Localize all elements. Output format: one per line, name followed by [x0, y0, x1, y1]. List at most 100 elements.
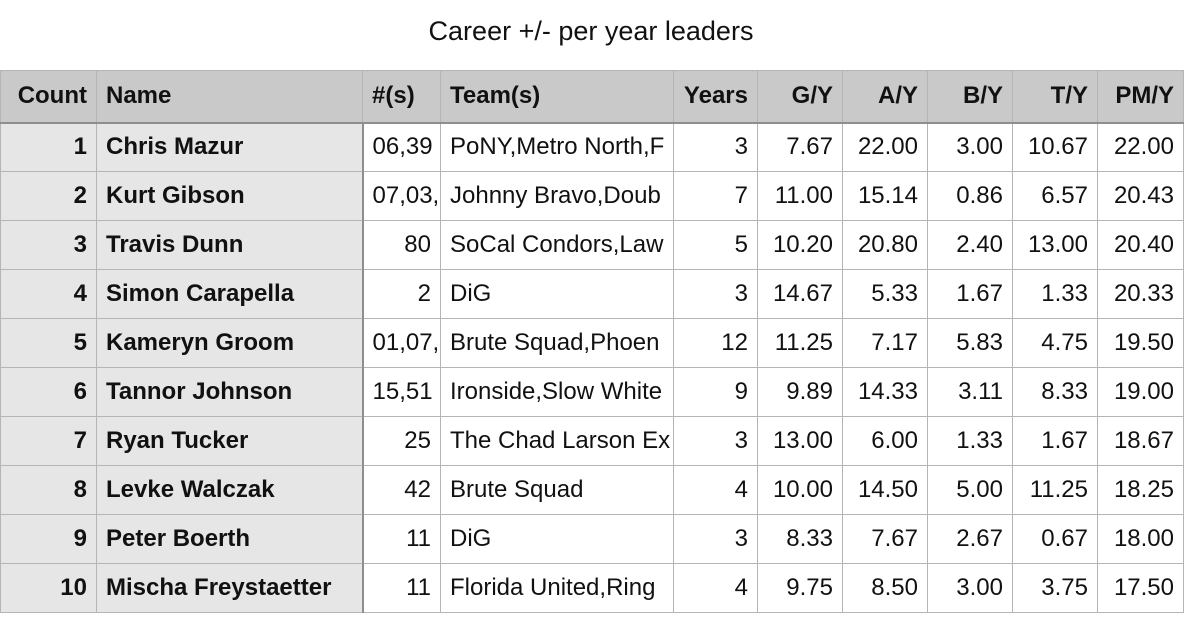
table-cell: 5.83	[927, 318, 1013, 368]
table-cell: 9.75	[757, 563, 843, 613]
table-cell: 22.00	[842, 122, 928, 172]
table-cell: 0.86	[927, 171, 1013, 221]
table-cell: 9.89	[757, 367, 843, 417]
table-cell: 07,03,	[362, 171, 441, 221]
table-cell: 17.50	[1097, 563, 1184, 613]
table-cell: Kurt Gibson	[96, 171, 364, 221]
table-cell: 19.50	[1097, 318, 1184, 368]
table-cell: 2.40	[927, 220, 1013, 270]
table-cell: 7	[673, 171, 758, 221]
table-cell: Brute Squad,Phoen	[440, 318, 674, 368]
table-cell: 10.67	[1012, 122, 1098, 172]
table-row: 1 Chris Mazur 06,39 PoNY,Metro North,F 3 7.67…	[0, 122, 1184, 172]
table-cell: 15.14	[842, 171, 928, 221]
table-cell: 3.00	[927, 563, 1013, 613]
table-cell: 20.80	[842, 220, 928, 270]
table-cell: 15,51	[362, 367, 441, 417]
table-cell: SoCal Condors,Law	[440, 220, 674, 270]
table-cell: 42	[362, 465, 441, 515]
table-cell: Ryan Tucker	[96, 416, 364, 466]
table-cell: Levke Walczak	[96, 465, 364, 515]
table-cell: 7.17	[842, 318, 928, 368]
table-cell: 4	[673, 563, 758, 613]
header-row: Count Name #(s) Team(s) Years G/Y A/Y B/Y T/Y PM/…	[0, 70, 1184, 124]
table-cell: 22.00	[1097, 122, 1184, 172]
table-row: 5 Kameryn Groom 01,07, Brute Squad,Phoen 12 1…	[0, 318, 1184, 368]
table-cell: 3	[673, 416, 758, 466]
table-cell: 13.00	[1012, 220, 1098, 270]
table-cell: 7.67	[757, 122, 843, 172]
table-cell: DiG	[440, 269, 674, 319]
table-cell: DiG	[440, 514, 674, 564]
table-cell: 1.67	[927, 269, 1013, 319]
column-header: A/Y	[842, 70, 928, 124]
table-cell: 2	[0, 171, 97, 221]
table-row: 9 Peter Boerth 11 DiG 3 8.33 7.67 2.67 0.67 18.00	[0, 514, 1184, 564]
table-row: 4 Simon Carapella 2 DiG 3 14.67 5.33 1.67 1.33 20…	[0, 269, 1184, 319]
table-row: 7 Ryan Tucker 25 The Chad Larson Ex 3 13.00 6.…	[0, 416, 1184, 466]
table-row: 8 Levke Walczak 42 Brute Squad 4 10.00 14.50 5.…	[0, 465, 1184, 515]
table-cell: 3.00	[927, 122, 1013, 172]
table-cell: 3	[673, 269, 758, 319]
table-cell: 8.33	[757, 514, 843, 564]
table-cell: 14.67	[757, 269, 843, 319]
table-cell: 5.00	[927, 465, 1013, 515]
table-cell: Johnny Bravo,Doub	[440, 171, 674, 221]
table-cell: 12	[673, 318, 758, 368]
table-cell: Mischa Freystaetter	[96, 563, 364, 613]
table-cell: 1.67	[1012, 416, 1098, 466]
column-header: B/Y	[927, 70, 1013, 124]
table-cell: 11.25	[757, 318, 843, 368]
table-cell: 4.75	[1012, 318, 1098, 368]
table-cell: 6.00	[842, 416, 928, 466]
table-cell: 11	[362, 514, 441, 564]
table-title: Career +/- per year leaders	[428, 16, 754, 46]
table-cell: 14.33	[842, 367, 928, 417]
table-cell: 4	[673, 465, 758, 515]
table-cell: 8.33	[1012, 367, 1098, 417]
table-cell: 0.67	[1012, 514, 1098, 564]
table-cell: 5	[0, 318, 97, 368]
table-cell: 1	[0, 122, 97, 172]
table-cell: 06,39	[362, 122, 441, 172]
table-cell: 10.20	[757, 220, 843, 270]
table-cell: 6.57	[1012, 171, 1098, 221]
table-cell: 25	[362, 416, 441, 466]
table-cell: 7	[0, 416, 97, 466]
table-cell: Kameryn Groom	[96, 318, 364, 368]
table-cell: Simon Carapella	[96, 269, 364, 319]
table-cell: 2.67	[927, 514, 1013, 564]
column-header: PM/Y	[1097, 70, 1184, 124]
column-header: Team(s)	[440, 70, 674, 124]
table-cell: 13.00	[757, 416, 843, 466]
table-cell: 11.25	[1012, 465, 1098, 515]
table-cell: 3.11	[927, 367, 1013, 417]
table-cell: 5.33	[842, 269, 928, 319]
table-cell: PoNY,Metro North,F	[440, 122, 674, 172]
table-cell: 7.67	[842, 514, 928, 564]
table-cell: The Chad Larson Ex	[440, 416, 674, 466]
table-cell: 9	[0, 514, 97, 564]
table-cell: 10.00	[757, 465, 843, 515]
column-header: Years	[673, 70, 758, 124]
column-header: Name	[96, 70, 363, 124]
table-cell: 18.25	[1097, 465, 1184, 515]
table-cell: Florida United,Ring	[440, 563, 674, 613]
leaders-table: Count Name #(s) Team(s) Years G/Y A/Y B/Y T/Y PM/…	[0, 70, 1184, 613]
table-cell: 18.67	[1097, 416, 1184, 466]
column-header: Count	[0, 70, 97, 124]
table-cell: 6	[0, 367, 97, 417]
column-header: G/Y	[757, 70, 843, 124]
column-header: T/Y	[1012, 70, 1098, 124]
table-cell: 1.33	[927, 416, 1013, 466]
table-cell: 3.75	[1012, 563, 1098, 613]
table-cell: 20.33	[1097, 269, 1184, 319]
table-cell: 3	[0, 220, 97, 270]
table-row: 3 Travis Dunn 80 SoCal Condors,Law 5 10.20 20.…	[0, 220, 1184, 270]
table-cell: 11	[362, 563, 441, 613]
table-cell: Travis Dunn	[96, 220, 364, 270]
table-row: 6 Tannor Johnson 15,51 Ironside,Slow White 9…	[0, 367, 1184, 417]
table-cell: 18.00	[1097, 514, 1184, 564]
table-row: 10 Mischa Freystaetter 11 Florida United,Ri…	[0, 563, 1184, 613]
